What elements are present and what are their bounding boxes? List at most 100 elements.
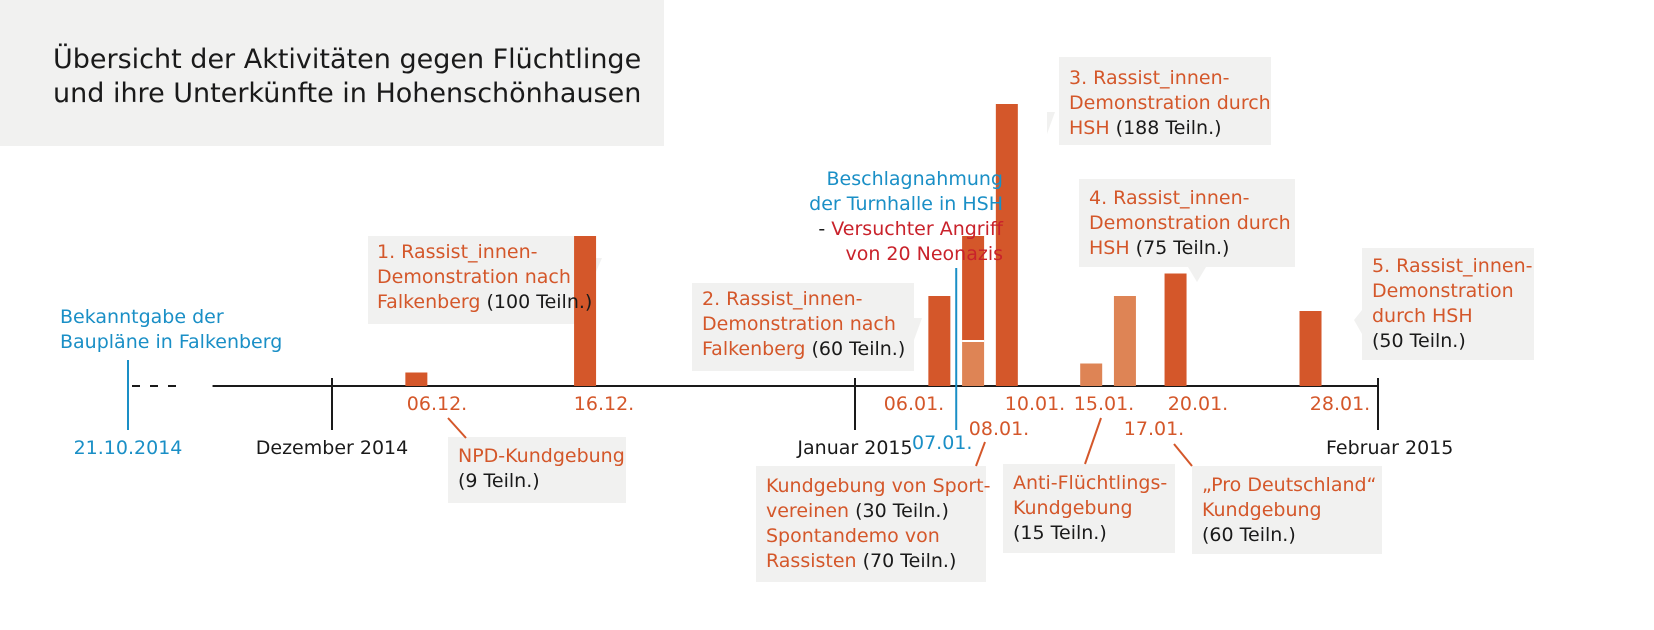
bar-06-01 (928, 296, 951, 386)
month-label: Februar 2015 (1326, 437, 1453, 459)
bar-15-01 (1080, 363, 1103, 386)
annotation-pro-deutschland-line: Kundgebung (1202, 499, 1322, 521)
bar-16-12 (574, 236, 597, 386)
annotation-beschlagnahmung-line: Beschlagnahmung (827, 168, 1003, 190)
annotation-segment: Falkenberg (377, 291, 480, 313)
annotation-segment: Demonstration durch (1069, 92, 1271, 114)
month-label: Dezember 2014 (256, 437, 408, 459)
annotation-segment: der Turnhalle in HSH (809, 193, 1003, 215)
annotation-segment: vereinen (766, 500, 849, 522)
bar-10-01 (995, 104, 1018, 386)
annotation-segment: „Pro Deutschland“ (1202, 474, 1376, 496)
annotation-rassist-3-line: Demonstration durch (1069, 92, 1271, 114)
annotation-segment: (100 Teiln.) (480, 291, 592, 313)
annotation-rassist-3-line: HSH (188 Teiln.) (1069, 117, 1222, 139)
annotation-npd-line: NPD-Kundgebung (458, 445, 625, 467)
annotation-segment: HSH (1069, 117, 1110, 139)
annotation-rassist-5-line: (50 Teiln.) (1372, 330, 1466, 352)
annotation-sportvereine-line: Spontandemo von (766, 525, 940, 547)
annotation-npd-line: (9 Teiln.) (458, 470, 540, 492)
annotation-box-npd (448, 437, 626, 503)
annotation-segment: 4. Rassist_innen- (1089, 187, 1249, 209)
bar-06-12 (405, 372, 428, 386)
annotation-rassist-2-line: Demonstration nach (702, 313, 896, 335)
title-line-2: und ihre Unterkünfte in Hohenschönhausen (53, 78, 641, 109)
connector-line (447, 417, 467, 439)
tick-label: 16.12. (574, 393, 634, 415)
annotation-pro-deutschland-line: (60 Teiln.) (1202, 524, 1296, 546)
annotation-sportvereine-line: Rassisten (70 Teiln.) (766, 550, 956, 572)
title-line-1: Übersicht der Aktivitäten gegen Flüchtli… (53, 43, 641, 75)
annotation-segment: HSH (1089, 237, 1130, 259)
annotation-segment: Spontandemo von (766, 525, 940, 547)
annotation-rassist-1-line: Demonstration nach (377, 266, 571, 288)
annotation-segment: 2. Rassist_innen- (702, 288, 862, 310)
bar-08-01-upper (962, 236, 985, 341)
annotation-segment: (30 Teiln.) (849, 500, 949, 522)
marker-07-01-label: 07.01. (912, 432, 972, 454)
annotation-segment: Kundgebung von Sport- (766, 475, 990, 497)
start-date-label: 21.10.2014 (74, 437, 183, 459)
connector-line (1173, 443, 1193, 467)
annotation-segment: (188 Teiln.) (1110, 117, 1222, 139)
box-pointer (1047, 112, 1055, 134)
annotation-anti-fluechtlings-line: Anti-Flüchtlings- (1013, 472, 1167, 494)
annotation-boxes (368, 57, 1534, 582)
annotation-rassist-4-line: 4. Rassist_innen- (1089, 187, 1249, 209)
timeline-axis: Dezember 2014 Januar 2015 Februar 2015 21.1… (74, 268, 1453, 459)
annotation-segment: 3. Rassist_innen- (1069, 67, 1229, 89)
annotation-rassist-3-line: 3. Rassist_innen- (1069, 67, 1229, 89)
box-pointer (914, 318, 922, 340)
annotation-rassist-2-line: Falkenberg (60 Teiln.) (702, 338, 905, 360)
tick-label: 06.12. (407, 393, 467, 415)
annotation-segment: Bekanntgabe der (60, 306, 224, 328)
bars (405, 104, 1322, 386)
connectors (447, 417, 1193, 467)
annotation-texts: Bekanntgabe der Baupläne in Falkenberg 1. … (60, 67, 1532, 572)
annotation-segment: (9 Teiln.) (458, 470, 540, 492)
month-label: Januar 2015 (796, 437, 912, 459)
annotation-segment: Baupläne in Falkenberg (60, 331, 282, 353)
bar-08-01-lower (962, 341, 985, 386)
annotation-segment: Falkenberg (702, 338, 805, 360)
annotation-segment: (75 Teiln.) (1130, 237, 1230, 259)
annotation-segment: durch HSH (1372, 305, 1473, 327)
annotation-segment: (60 Teiln.) (1202, 524, 1296, 546)
annotation-beschlagnahmung-line: - Versuchter Angriff (818, 218, 1004, 240)
annotation-segment: NPD-Kundgebung (458, 445, 625, 467)
annotation-rassist-1-line: 1. Rassist_innen- (377, 241, 537, 263)
annotation-sportvereine-line: Kundgebung von Sport- (766, 475, 990, 497)
annotation-rassist-4-line: HSH (75 Teiln.) (1089, 237, 1229, 259)
annotation-anti-fluechtlings-line: (15 Teiln.) (1013, 522, 1107, 544)
annotation-segment: Kundgebung (1013, 497, 1133, 519)
annotation-segment: Beschlagnahmung (827, 168, 1003, 190)
annotation-segment: (50 Teiln.) (1372, 330, 1466, 352)
connector-line (1084, 417, 1102, 465)
annotation-box-pro-deutschland (1192, 466, 1382, 554)
annotation-segment: Kundgebung (1202, 499, 1322, 521)
annotation-box-rassist-3 (1059, 57, 1271, 145)
annotation-rassist-5-line: durch HSH (1372, 305, 1473, 327)
annotation-beschlagnahmung-line: von 20 Neonazis (845, 243, 1003, 265)
annotation-segment: - (818, 218, 831, 240)
annotation-rassist-5-line: Demonstration (1372, 280, 1514, 302)
bar-20-01 (1164, 273, 1187, 386)
annotation-segment: Anti-Flüchtlings- (1013, 472, 1167, 494)
annotation-segment: (70 Teiln.) (857, 550, 957, 572)
annotation-segment: von 20 Neonazis (845, 243, 1003, 265)
annotation-sportvereine-line: vereinen (30 Teiln.) (766, 500, 949, 522)
annotation-beschlagnahmung-line: der Turnhalle in HSH (809, 193, 1003, 215)
annotation-box-sportvereine (756, 466, 986, 582)
annotation-rassist-5-line: 5. Rassist_innen- (1372, 255, 1532, 277)
annotation-segment: (15 Teiln.) (1013, 522, 1107, 544)
annotation-segment: Demonstration durch (1089, 212, 1291, 234)
annotation-bekanntgabe-line: Bekanntgabe der (60, 306, 224, 328)
box-pointer (1188, 267, 1206, 282)
annotation-segment: 1. Rassist_innen- (377, 241, 537, 263)
tick-label: 10.01. (1005, 393, 1065, 415)
title-background (0, 0, 664, 146)
annotation-box-rassist-1 (368, 236, 588, 324)
box-pointer (1354, 310, 1362, 334)
annotation-segment: (60 Teiln.) (805, 338, 905, 360)
